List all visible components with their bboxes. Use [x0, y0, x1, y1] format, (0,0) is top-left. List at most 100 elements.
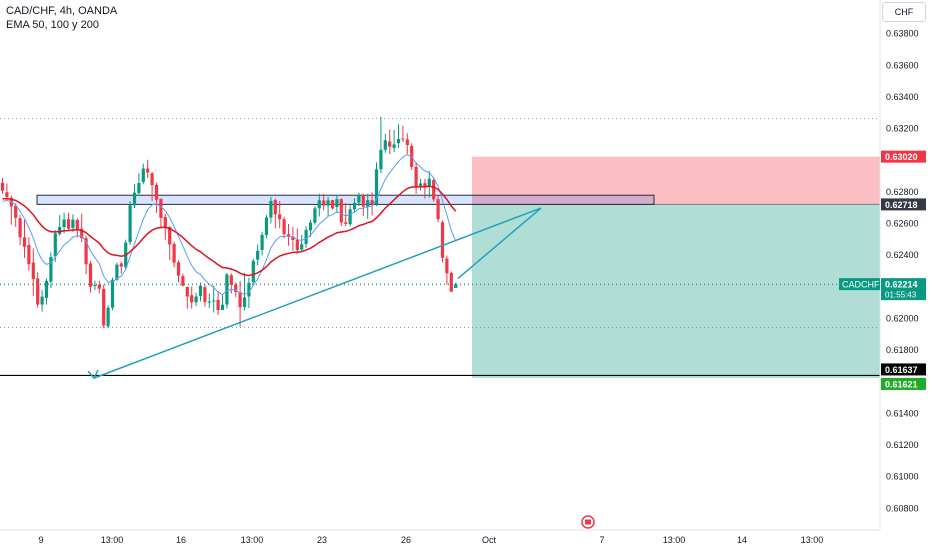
- candle[interactable]: [27, 244, 31, 265]
- candle[interactable]: [449, 272, 453, 292]
- candle[interactable]: [238, 292, 242, 308]
- candle[interactable]: [242, 297, 247, 307]
- candle[interactable]: [225, 274, 229, 305]
- candle[interactable]: [49, 257, 53, 282]
- candle[interactable]: [146, 168, 150, 173]
- candle[interactable]: [370, 200, 374, 205]
- candle[interactable]: [154, 184, 159, 200]
- candle[interactable]: [330, 200, 335, 209]
- candle[interactable]: [432, 180, 436, 200]
- candle[interactable]: [66, 219, 71, 229]
- candle[interactable]: [295, 240, 299, 250]
- candle[interactable]: [440, 222, 445, 258]
- candle[interactable]: [168, 227, 172, 245]
- candle[interactable]: [53, 233, 57, 257]
- symbol-title[interactable]: CAD/CHF, 4h, OANDA: [6, 5, 118, 17]
- candle[interactable]: [388, 141, 392, 147]
- candle[interactable]: [181, 276, 185, 286]
- candle[interactable]: [84, 238, 88, 265]
- candle[interactable]: [445, 258, 449, 274]
- candle[interactable]: [454, 284, 458, 288]
- candle[interactable]: [396, 138, 401, 144]
- candle[interactable]: [379, 149, 383, 170]
- candle[interactable]: [22, 237, 27, 247]
- candle[interactable]: [128, 205, 132, 243]
- candle[interactable]: [137, 183, 141, 194]
- candle[interactable]: [418, 183, 423, 186]
- candle[interactable]: [269, 200, 273, 218]
- candle[interactable]: [264, 217, 269, 235]
- candle[interactable]: [251, 260, 255, 283]
- candle[interactable]: [282, 219, 286, 235]
- candle[interactable]: [71, 219, 75, 228]
- candle[interactable]: [300, 244, 304, 250]
- candle[interactable]: [207, 301, 211, 303]
- candle[interactable]: [260, 234, 264, 250]
- candle[interactable]: [172, 243, 176, 263]
- candle[interactable]: [132, 192, 137, 206]
- candle[interactable]: [159, 198, 163, 218]
- candle[interactable]: [229, 275, 233, 285]
- candle[interactable]: [278, 214, 282, 220]
- candle[interactable]: [88, 263, 93, 287]
- candle[interactable]: [308, 222, 313, 231]
- candle[interactable]: [335, 199, 339, 207]
- candle[interactable]: [18, 218, 22, 238]
- candle[interactable]: [344, 222, 348, 224]
- candle[interactable]: [361, 194, 365, 207]
- candle[interactable]: [36, 278, 40, 305]
- candle[interactable]: [304, 229, 308, 244]
- candle[interactable]: [234, 284, 238, 292]
- candle[interactable]: [14, 205, 18, 218]
- currency-button[interactable]: CHF: [882, 2, 926, 22]
- forecast-arrow[interactable]: [93, 207, 542, 379]
- candle[interactable]: [80, 228, 84, 239]
- resistance-zone[interactable]: [36, 194, 655, 205]
- candle[interactable]: [58, 227, 62, 235]
- candle[interactable]: [401, 138, 405, 140]
- candle[interactable]: [427, 178, 431, 187]
- candle[interactable]: [93, 284, 97, 286]
- candle[interactable]: [106, 307, 110, 327]
- candle[interactable]: [0, 182, 5, 191]
- candle[interactable]: [220, 304, 225, 311]
- candle[interactable]: [198, 285, 203, 296]
- candle[interactable]: [410, 146, 414, 167]
- candle[interactable]: [62, 219, 66, 228]
- candle[interactable]: [352, 202, 357, 210]
- candle[interactable]: [216, 299, 220, 311]
- candle[interactable]: [102, 288, 106, 326]
- candle[interactable]: [40, 296, 44, 305]
- candle[interactable]: [203, 287, 207, 303]
- candle[interactable]: [383, 140, 387, 150]
- candle[interactable]: [348, 209, 352, 225]
- candle[interactable]: [313, 208, 317, 223]
- candle[interactable]: [119, 263, 123, 267]
- candle[interactable]: [322, 200, 326, 206]
- candle[interactable]: [405, 139, 409, 146]
- candle[interactable]: [423, 183, 427, 187]
- candle[interactable]: [374, 169, 379, 205]
- candle[interactable]: [97, 284, 101, 289]
- candle[interactable]: [185, 286, 189, 297]
- candle[interactable]: [366, 200, 370, 207]
- candle[interactable]: [256, 250, 260, 260]
- indicator-title[interactable]: EMA 50, 100 y 200: [6, 19, 99, 31]
- candle[interactable]: [286, 234, 291, 237]
- candle[interactable]: [44, 280, 49, 298]
- candle[interactable]: [110, 279, 115, 308]
- candle[interactable]: [414, 166, 418, 187]
- candle[interactable]: [436, 199, 440, 220]
- candle[interactable]: [190, 295, 194, 303]
- candle[interactable]: [194, 296, 198, 303]
- candle[interactable]: [392, 144, 396, 148]
- candle[interactable]: [115, 264, 119, 280]
- candle[interactable]: [291, 236, 295, 241]
- candle[interactable]: [150, 173, 154, 186]
- candle[interactable]: [75, 219, 79, 230]
- candle[interactable]: [357, 194, 361, 203]
- candle[interactable]: [247, 282, 251, 297]
- candle[interactable]: [163, 217, 167, 228]
